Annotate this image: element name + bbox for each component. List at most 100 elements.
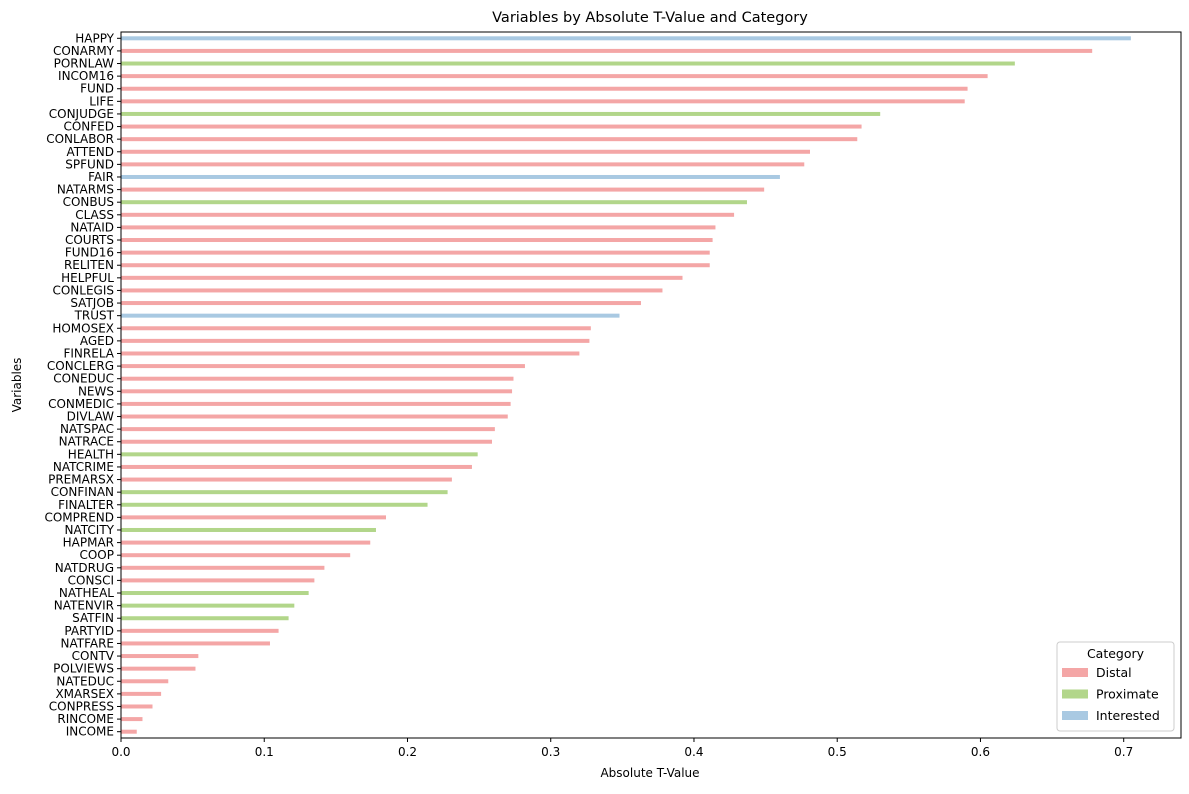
y-tick-label: NATSPAC [60, 422, 114, 436]
y-tick-label: NATRACE [59, 435, 114, 449]
bar-trust [121, 313, 620, 318]
bar-confed [121, 124, 862, 129]
legend-entries: Distal Proximate Interested [1062, 665, 1160, 723]
bar-nateduc [121, 679, 169, 684]
y-tick-label: FUND16 [65, 246, 114, 260]
y-tick-label: CONCLERG [47, 359, 114, 373]
y-tick-label: HAPMAR [63, 536, 114, 550]
y-tick-label: HEALTH [68, 447, 114, 461]
bar-fund16 [121, 250, 710, 255]
y-tick-label: NATCITY [65, 523, 115, 537]
y-tick-label: COMPREND [44, 510, 114, 524]
bar-rincome [121, 717, 143, 722]
bar-incom16 [121, 74, 988, 79]
bar-helpful [121, 275, 683, 280]
bar-conlegis [121, 288, 663, 293]
y-tick-label: HOMOSEX [52, 321, 114, 335]
x-ticks: 0.0 0.1 0.2 0.3 0.4 0.5 0.6 0.7 [111, 738, 1133, 759]
legend-swatch [1062, 711, 1088, 720]
x-tick-label: 0.1 [255, 745, 274, 759]
legend-label: Interested [1096, 708, 1160, 723]
y-tick-label: INCOM16 [58, 69, 114, 83]
y-tick-label: TRUST [74, 309, 115, 323]
y-tick-label: CONSCI [68, 573, 114, 587]
bar-hapmar [121, 540, 371, 545]
bar-natarms [121, 187, 765, 192]
y-tick-label: CONFED [63, 120, 114, 134]
plot-frame [120, 31, 1182, 739]
y-tick-label: FINALTER [58, 498, 114, 512]
legend-title: Category [1087, 646, 1145, 661]
y-tick-label: SATJOB [70, 296, 114, 310]
y-tick-label: SPFUND [65, 157, 114, 171]
bar-finrela [121, 351, 580, 356]
y-tick-label: CONLABOR [46, 132, 114, 146]
y-axis-label: Variables [10, 358, 24, 413]
bar-happy [121, 36, 1131, 41]
x-tick-label: 0.2 [398, 745, 417, 759]
bar-coneduc [121, 376, 514, 381]
bar-conclerg [121, 364, 525, 369]
y-tick-label: HAPPY [75, 31, 114, 45]
y-tick-label: LIFE [89, 94, 114, 108]
bar-partyid [121, 628, 279, 633]
bar-health [121, 452, 478, 457]
y-tick-label: CONTV [72, 649, 115, 663]
bar-spfund [121, 162, 805, 167]
bar-news [121, 389, 513, 394]
bar-contv [121, 654, 199, 659]
y-tick-label: CONEDUC [53, 372, 114, 386]
y-tick-label: NATDRUG [55, 561, 114, 575]
legend-label: Distal [1096, 665, 1132, 680]
bar-divlaw [121, 414, 508, 419]
y-tick-label: XMARSEX [55, 687, 114, 701]
bar-class [121, 212, 735, 217]
bar-attend [121, 149, 810, 154]
bar-consci [121, 578, 315, 583]
bar-natfare [121, 641, 270, 646]
bar-natdrug [121, 565, 325, 570]
bar-conarmy [121, 48, 1093, 53]
bar-courts [121, 238, 713, 243]
x-tick-label: 0.0 [111, 745, 130, 759]
legend-swatch [1062, 668, 1088, 677]
bar-natrace [121, 439, 492, 444]
x-axis-label: Absolute T-Value [600, 766, 699, 780]
bar-conjudge [121, 111, 881, 116]
y-tick-label: CONPRESS [49, 699, 114, 713]
y-tick-labels: HAPPYCONARMYPORNLAWINCOM16FUNDLIFECONJUD… [44, 31, 121, 739]
y-tick-label: FAIR [88, 170, 114, 184]
bar-premarsx [121, 477, 452, 482]
bar-polviews [121, 666, 196, 671]
bar-natenvir [121, 603, 295, 608]
y-tick-label: CONFINAN [51, 485, 114, 499]
y-tick-label: RINCOME [57, 712, 114, 726]
y-tick-label: NATARMS [57, 183, 114, 197]
legend-label: Proximate [1096, 687, 1159, 702]
bar-conlabor [121, 137, 858, 142]
y-tick-label: CONARMY [53, 44, 115, 58]
y-tick-label: SATFIN [72, 611, 114, 625]
y-tick-label: PORNLAW [54, 57, 115, 71]
bar-conmedic [121, 401, 511, 406]
x-tick-label: 0.7 [1114, 745, 1133, 759]
y-tick-label: POLVIEWS [53, 662, 114, 676]
y-tick-label: CONLEGIS [52, 283, 114, 297]
y-tick-label: ATTEND [66, 145, 114, 159]
y-tick-label: FUND [80, 82, 114, 96]
x-tick-label: 0.3 [541, 745, 560, 759]
y-tick-label: DIVLAW [67, 410, 115, 424]
bar-comprend [121, 515, 386, 520]
bar-fund [121, 86, 968, 91]
bar-xmarsex [121, 691, 162, 696]
y-tick-label: AGED [80, 334, 114, 348]
bar-natcity [121, 527, 376, 532]
y-tick-label: CLASS [75, 208, 114, 222]
x-tick-label: 0.4 [684, 745, 703, 759]
y-tick-label: CONMEDIC [48, 397, 114, 411]
y-tick-label: RELITEN [64, 258, 114, 272]
chart-title: Variables by Absolute T-Value and Catego… [492, 10, 808, 26]
x-tick-label: 0.5 [828, 745, 847, 759]
